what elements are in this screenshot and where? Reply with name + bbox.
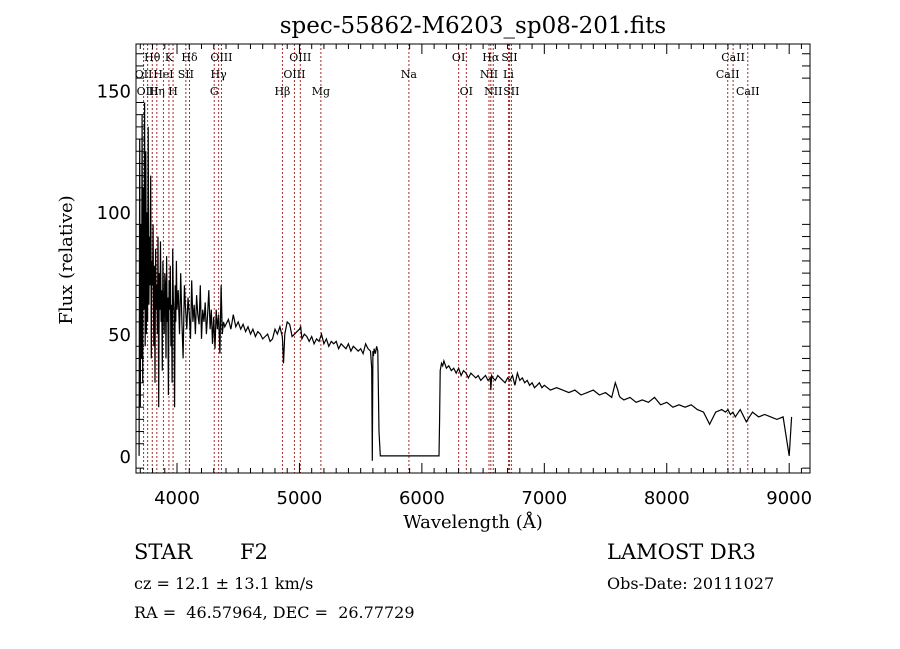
line-marker-label: Hβ <box>274 85 290 98</box>
line-marker-label: OI <box>460 85 473 98</box>
line-marker-label: OI <box>452 51 465 64</box>
x-axis-ticks: 4000 5000 6000 7000 8000 9000 <box>139 44 812 509</box>
line-marker-label: NII <box>484 85 502 98</box>
line-marker-label: Hγ <box>211 68 228 81</box>
line-marker-label: H <box>168 85 178 98</box>
line-marker-label: CaII <box>721 51 745 64</box>
line-marker-label: OIII <box>283 68 305 81</box>
y-axis-ticks: 0 50 100 150 <box>97 53 810 469</box>
x-tick-label: 8000 <box>644 488 690 509</box>
line-marker-label: G <box>210 85 219 98</box>
line-marker-label: SII <box>501 51 517 64</box>
x-tick-label: 4000 <box>154 488 200 509</box>
line-marker-label: OIII <box>137 85 159 98</box>
coordinates: RA = 46.57964, DEC = 26.77729 <box>134 603 415 622</box>
line-marker-label: Hη <box>149 85 165 98</box>
line-marker-label: Na <box>401 68 418 81</box>
line-marker-label: CaII <box>716 68 740 81</box>
plot-frame <box>135 43 811 474</box>
line-markers <box>143 44 749 473</box>
line-marker-label: OIII <box>210 51 232 64</box>
line-marker-label: Li <box>503 68 514 81</box>
line-marker-label: OIII <box>289 51 311 64</box>
x-tick-label: 7000 <box>521 488 567 509</box>
chart-title: spec-55862-M6203_sp08-201.fits <box>280 13 666 39</box>
line-marker-label: NII <box>480 68 498 81</box>
x-tick-label: 6000 <box>399 488 445 509</box>
x-tick-label: 5000 <box>277 488 323 509</box>
line-marker-label: Hδ <box>181 51 198 64</box>
obs-date: Obs-Date: 20111027 <box>607 574 775 593</box>
line-marker-label: SII <box>503 85 519 98</box>
y-tick-label: 150 <box>97 81 131 102</box>
y-axis-label: Flux (relative) <box>56 195 77 324</box>
line-marker-label: CaII <box>736 85 760 98</box>
object-subclass: F2 <box>240 540 268 564</box>
x-tick-label: 9000 <box>766 488 812 509</box>
y-tick-label: 100 <box>97 203 131 224</box>
survey-release: LAMOST DR3 <box>607 540 756 564</box>
line-marker-label: Hα <box>482 51 500 64</box>
object-class: STAR <box>134 540 193 564</box>
line-marker-labels: OIIHθOIIIHηHeIKHSIIHδGHγOIIIHβOIIIOIIIMg… <box>135 51 760 98</box>
line-marker-label: Hθ <box>144 51 161 64</box>
line-marker-label: SII <box>178 68 194 81</box>
redshift-info: cz = 12.1 ± 13.1 km/s <box>134 574 314 593</box>
y-tick-label: 0 <box>120 447 131 468</box>
line-marker-label: HeI <box>153 68 173 81</box>
line-marker-label: Mg <box>312 85 330 98</box>
spectrum-line <box>138 102 793 461</box>
line-marker-label: K <box>165 51 174 64</box>
x-axis-label: Wavelength (Å) <box>403 511 543 533</box>
y-tick-label: 50 <box>108 325 131 346</box>
line-marker-label: OII <box>135 68 153 81</box>
